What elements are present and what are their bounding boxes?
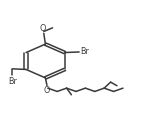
Text: Br: Br [81,47,90,56]
Text: O: O [44,86,50,95]
Text: Br: Br [8,77,17,86]
Text: O: O [40,24,46,33]
